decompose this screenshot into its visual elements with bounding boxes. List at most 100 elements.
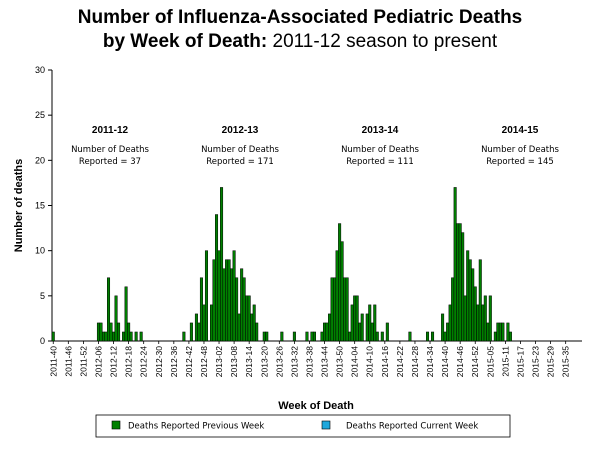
bar bbox=[333, 277, 337, 342]
bar bbox=[373, 304, 377, 342]
bar bbox=[385, 322, 389, 342]
x-tick-label: 2015-17 bbox=[515, 346, 525, 377]
bar bbox=[360, 313, 364, 342]
legend-swatch-current bbox=[321, 420, 331, 430]
bar bbox=[232, 250, 236, 342]
x-tick-label: 2014-46 bbox=[455, 346, 465, 377]
x-tick-label: 2014-34 bbox=[425, 346, 435, 377]
bar bbox=[365, 313, 369, 342]
bar bbox=[451, 277, 455, 342]
bar bbox=[446, 322, 450, 342]
x-tick-label: 2015-35 bbox=[561, 346, 571, 377]
bar bbox=[496, 322, 500, 342]
x-tick-label: 2014-40 bbox=[440, 346, 450, 377]
bar bbox=[134, 331, 138, 342]
bar bbox=[127, 322, 131, 342]
bar bbox=[197, 322, 201, 342]
y-tick-label: 10 bbox=[35, 246, 45, 256]
legend-label-previous: Deaths Reported Previous Week bbox=[128, 422, 264, 432]
x-tick-label: 2011-46 bbox=[63, 346, 73, 377]
bar bbox=[139, 331, 143, 342]
x-tick-label: 2015-05 bbox=[485, 346, 495, 377]
x-tick-label: 2012-48 bbox=[199, 346, 209, 377]
season-count-line1: Number of Deaths bbox=[341, 145, 419, 155]
bar bbox=[343, 277, 347, 342]
bar bbox=[202, 304, 206, 342]
bar bbox=[320, 331, 324, 342]
bar bbox=[338, 223, 342, 342]
bar bbox=[330, 277, 334, 342]
bar bbox=[252, 304, 256, 342]
season-count-line1: Number of Deaths bbox=[201, 145, 279, 155]
bar bbox=[358, 322, 362, 342]
season-count-line2: Reported = 145 bbox=[486, 157, 554, 167]
x-tick-label: 2012-12 bbox=[109, 346, 119, 377]
x-tick-label: 2013-08 bbox=[229, 346, 239, 377]
bar bbox=[225, 259, 229, 342]
bar bbox=[340, 241, 344, 342]
x-tick-label: 2014-22 bbox=[395, 346, 405, 377]
bar bbox=[448, 304, 452, 342]
bar bbox=[325, 322, 329, 342]
x-tick-label: 2012-24 bbox=[139, 346, 149, 377]
x-tick-label: 2013-50 bbox=[335, 346, 345, 377]
bar bbox=[247, 295, 251, 342]
bar bbox=[486, 322, 490, 342]
y-axis-title: Number of deaths bbox=[13, 159, 25, 253]
season-label: 2014-15 bbox=[502, 125, 539, 136]
bar bbox=[493, 331, 497, 342]
bar bbox=[189, 322, 193, 342]
bar bbox=[242, 277, 246, 342]
bar bbox=[473, 286, 477, 342]
x-tick-label: 2013-38 bbox=[304, 346, 314, 377]
x-tick-label: 2015-29 bbox=[546, 346, 556, 377]
bar bbox=[262, 331, 266, 342]
title-line2-normal: 2011-12 season to present bbox=[267, 31, 498, 52]
legend-swatch-previous bbox=[111, 420, 121, 430]
bar bbox=[408, 331, 412, 342]
season-label: 2011-12 bbox=[92, 125, 129, 136]
x-tick-label: 2012-36 bbox=[169, 346, 179, 377]
bar bbox=[506, 322, 510, 342]
bar bbox=[129, 331, 133, 342]
y-tick-label: 0 bbox=[40, 336, 45, 346]
bar bbox=[199, 277, 203, 342]
bar bbox=[476, 304, 480, 342]
bar bbox=[431, 331, 435, 342]
bar bbox=[109, 322, 113, 342]
bar bbox=[215, 214, 219, 342]
bar bbox=[312, 331, 316, 342]
season-label: 2012-13 bbox=[222, 125, 259, 136]
season-count-line2: Reported = 111 bbox=[346, 157, 414, 167]
x-tick-label: 2014-28 bbox=[410, 346, 420, 377]
x-tick-label: 2013-44 bbox=[320, 346, 330, 377]
legend-box bbox=[95, 414, 511, 438]
bar bbox=[245, 295, 249, 342]
x-tick-label: 2013-14 bbox=[244, 346, 254, 377]
x-tick-label: 2014-52 bbox=[470, 346, 480, 377]
bar bbox=[230, 268, 234, 342]
y-tick-label: 5 bbox=[40, 291, 45, 301]
bar bbox=[101, 331, 105, 342]
bar bbox=[292, 331, 296, 342]
season-count-line1: Number of Deaths bbox=[481, 145, 559, 155]
bar bbox=[508, 331, 512, 342]
x-tick-label: 2014-16 bbox=[380, 346, 390, 377]
bar bbox=[483, 295, 487, 342]
bar bbox=[227, 259, 231, 342]
x-tick-label: 2012-42 bbox=[184, 346, 194, 377]
bar bbox=[328, 313, 332, 342]
bar bbox=[481, 304, 485, 342]
bar bbox=[122, 331, 126, 342]
bar bbox=[107, 277, 111, 342]
bar bbox=[217, 250, 221, 342]
bar bbox=[51, 331, 55, 342]
bar bbox=[204, 250, 208, 342]
bar bbox=[461, 232, 465, 342]
x-tick-label: 2014-10 bbox=[365, 346, 375, 377]
bar bbox=[335, 250, 339, 342]
bar bbox=[463, 295, 467, 342]
bar bbox=[453, 187, 457, 342]
bar bbox=[488, 295, 492, 342]
